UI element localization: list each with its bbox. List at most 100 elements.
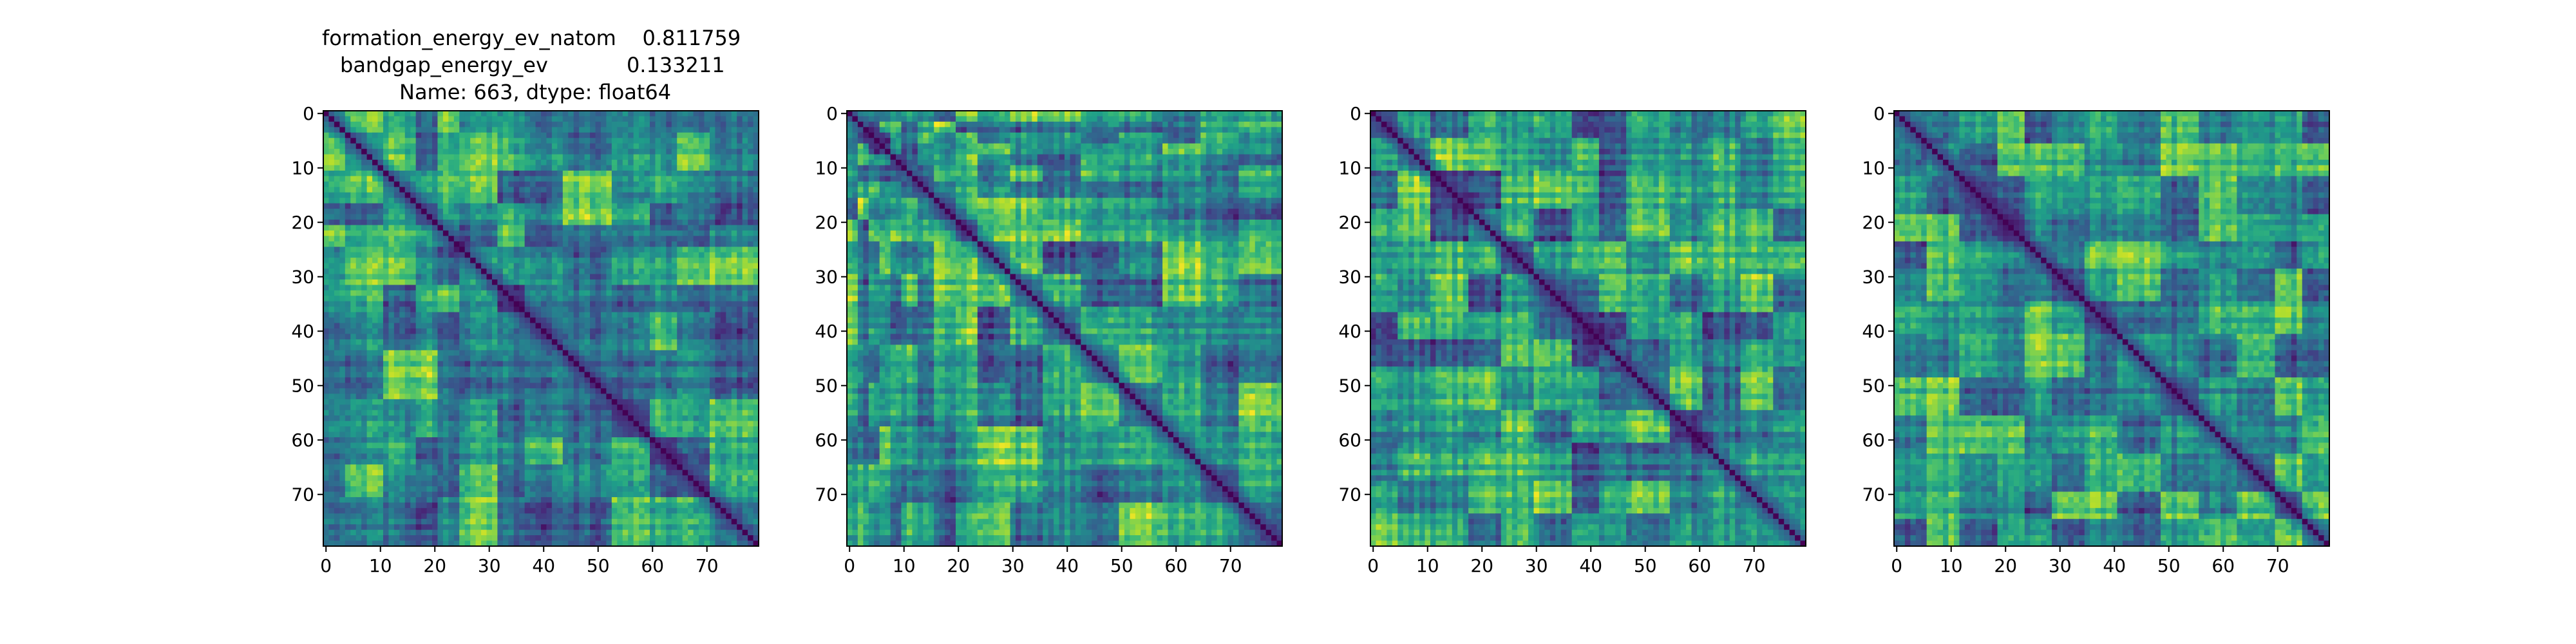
heatmap-cell — [383, 133, 389, 138]
heatmap-cell — [454, 290, 460, 296]
heatmap-cell — [503, 149, 509, 155]
heatmap-cell — [345, 350, 351, 356]
heatmap-cell — [328, 133, 334, 138]
heatmap-cell — [345, 334, 351, 339]
heatmap-cell — [612, 345, 618, 350]
heatmap-cell — [470, 317, 476, 323]
heatmap-cell — [612, 209, 618, 214]
heatmap-cell — [650, 285, 656, 290]
heatmap-cell — [661, 334, 667, 339]
heatmap-cell — [323, 193, 329, 198]
heatmap-cell — [448, 279, 454, 285]
heatmap-cell — [497, 214, 503, 220]
heatmap-cell — [519, 144, 525, 149]
heatmap-cell — [361, 220, 367, 225]
heatmap-cell — [568, 116, 574, 122]
heatmap-cell — [405, 198, 411, 204]
heatmap-cell — [405, 155, 411, 160]
heatmap-cell — [410, 133, 416, 138]
heatmap-cell — [328, 301, 334, 307]
heatmap-cell — [378, 350, 384, 356]
heatmap-cell — [437, 236, 443, 242]
heatmap-cell — [617, 334, 623, 339]
heatmap-cell — [378, 290, 384, 296]
heatmap-cell — [672, 116, 677, 122]
heatmap-cell — [367, 290, 373, 296]
heatmap-cell — [552, 138, 558, 144]
heatmap-cell — [568, 323, 574, 329]
heatmap-cell — [563, 214, 569, 220]
heatmap-cell — [612, 193, 618, 198]
heatmap-cell — [661, 127, 667, 133]
heatmap-cell — [421, 171, 427, 176]
heatmap-cell — [345, 252, 351, 258]
heatmap-cell — [557, 334, 563, 339]
heatmap-cell — [519, 220, 525, 225]
heatmap-cell — [328, 317, 334, 323]
heatmap-cell — [639, 339, 645, 345]
heatmap-cell — [388, 307, 394, 312]
heatmap-cell — [508, 171, 514, 176]
heatmap-cell — [399, 252, 405, 258]
heatmap-cell — [683, 133, 688, 138]
heatmap-cell — [563, 122, 569, 128]
heatmap-cell — [378, 279, 384, 285]
heatmap-cell — [683, 372, 688, 378]
heatmap-cell — [557, 176, 563, 182]
heatmap-cell — [568, 198, 574, 204]
heatmap-cell — [394, 355, 400, 361]
heatmap-cell — [590, 361, 596, 367]
heatmap-cell — [372, 149, 378, 155]
heatmap-cell — [661, 193, 667, 198]
heatmap-cell — [476, 236, 482, 242]
heatmap-cell — [339, 176, 345, 182]
heatmap-cell — [655, 312, 661, 318]
heatmap-cell — [694, 328, 699, 334]
heatmap-cell — [536, 236, 542, 242]
heatmap-cell — [596, 149, 601, 155]
heatmap-cell — [416, 345, 422, 350]
heatmap-cell — [715, 263, 721, 269]
heatmap-cell — [405, 350, 411, 356]
heatmap-cell — [748, 301, 753, 307]
heatmap-cell — [596, 160, 601, 166]
heatmap-cell — [465, 138, 471, 144]
heatmap-cell — [454, 350, 460, 356]
heatmap-cell — [508, 166, 514, 171]
heatmap-cell — [617, 301, 623, 307]
heatmap-cell — [345, 176, 351, 182]
heatmap-cell — [503, 296, 509, 301]
heatmap-cell — [645, 269, 650, 274]
heatmap-cell — [585, 296, 591, 301]
heatmap-cell — [590, 247, 596, 252]
heatmap-cell — [683, 187, 688, 193]
heatmap-cell — [634, 138, 639, 144]
heatmap-cell — [497, 301, 503, 307]
heatmap-cell — [323, 149, 329, 155]
heatmap-cell — [383, 269, 389, 274]
heatmap-cell — [437, 111, 443, 117]
heatmap-cell — [623, 187, 629, 193]
heatmap-cell — [546, 193, 552, 198]
heatmap-cell — [732, 160, 737, 166]
heatmap-cell — [541, 176, 547, 182]
heatmap-cell — [536, 301, 542, 307]
heatmap-cell — [748, 339, 753, 345]
heatmap-cell — [328, 296, 334, 301]
heatmap-cell — [726, 290, 732, 296]
heatmap-cell — [383, 214, 389, 220]
heatmap-cell — [345, 274, 351, 280]
heatmap-cell — [427, 269, 433, 274]
heatmap-cell — [361, 355, 367, 361]
heatmap-cell — [710, 296, 715, 301]
heatmap-cell — [606, 301, 612, 307]
heatmap-cell — [328, 149, 334, 155]
heatmap-cell — [715, 144, 721, 149]
heatmap-cell — [443, 345, 449, 350]
heatmap-cell — [497, 307, 503, 312]
heatmap-cell — [623, 328, 629, 334]
heatmap-cell — [536, 198, 542, 204]
heatmap-cell — [399, 111, 405, 117]
heatmap-cell — [617, 187, 623, 193]
heatmap-cell — [432, 111, 438, 117]
